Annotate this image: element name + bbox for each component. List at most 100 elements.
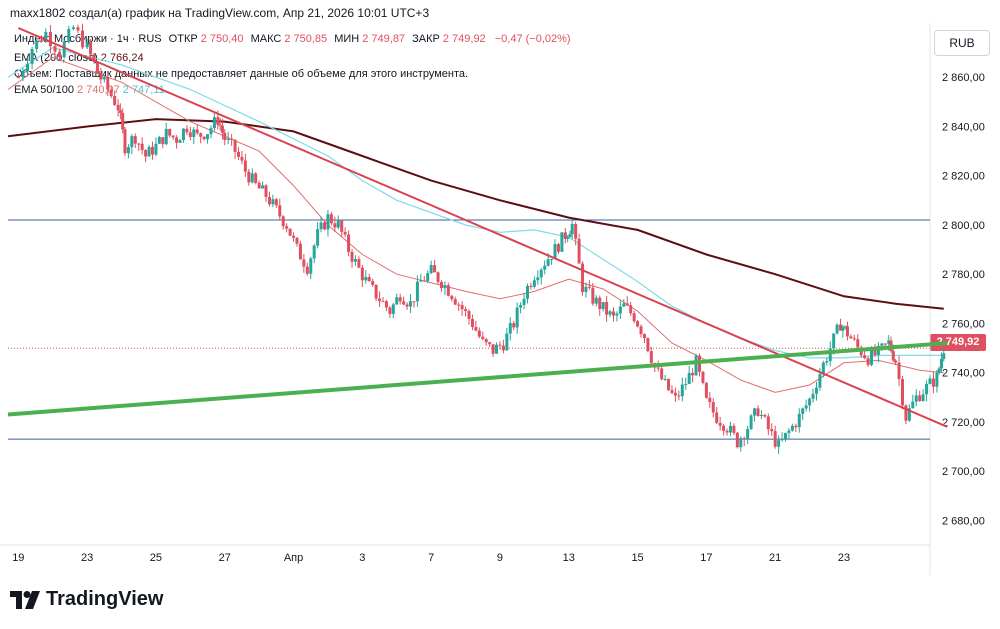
candle-body xyxy=(553,244,557,260)
y-tick-label: 2 720,00 xyxy=(942,417,985,429)
legend-ema200-row[interactable]: EMA (200, close) 2 766,24 xyxy=(14,52,144,64)
candle-body xyxy=(660,368,664,380)
candle-body xyxy=(89,42,93,55)
candle-body xyxy=(722,425,726,431)
candle-body xyxy=(753,408,757,416)
candle-body xyxy=(601,302,605,310)
x-tick-label: 19 xyxy=(12,552,24,564)
candle-body xyxy=(856,339,860,348)
candle-body xyxy=(777,440,781,447)
candle-body xyxy=(457,304,461,306)
candle-body xyxy=(522,298,526,306)
candle-body xyxy=(192,129,196,138)
x-tick-label: 27 xyxy=(219,552,231,564)
candle-body xyxy=(240,156,244,161)
candle-body xyxy=(863,355,867,359)
legend-close-label: ЗАКР xyxy=(412,33,440,45)
candle-body xyxy=(144,150,148,157)
candle-body xyxy=(353,259,357,262)
candle-body xyxy=(931,378,935,387)
candle-body xyxy=(808,398,812,406)
candle-body xyxy=(498,344,502,346)
legend-ema50-label: EMA 50/100 xyxy=(14,84,74,96)
candle-body xyxy=(243,160,247,172)
candle-body xyxy=(832,333,836,349)
candle-body xyxy=(106,77,110,90)
currency-button[interactable]: RUB xyxy=(934,30,990,56)
tradingview-logo[interactable]: TradingView xyxy=(10,588,163,611)
candle-body xyxy=(925,383,929,395)
candle-body xyxy=(715,412,719,423)
candle-body xyxy=(316,229,320,246)
candle-body xyxy=(942,353,946,359)
candle-body xyxy=(123,129,127,154)
candle-body xyxy=(381,301,385,303)
candle-body xyxy=(907,408,911,421)
candle-body xyxy=(374,284,378,299)
candle-body xyxy=(587,286,591,288)
candle-body xyxy=(35,40,39,50)
candle-body xyxy=(395,297,399,305)
candle-body xyxy=(632,313,636,322)
candle-body xyxy=(677,395,681,397)
candle-body xyxy=(939,358,943,369)
candle-body xyxy=(591,287,595,304)
candle-body xyxy=(218,124,222,126)
candle-body xyxy=(891,351,895,361)
candle-body xyxy=(220,125,224,133)
candle-body xyxy=(391,304,395,314)
candle-body xyxy=(295,237,299,244)
candle-body xyxy=(426,273,430,282)
y-tick-label: 2 860,00 xyxy=(942,72,985,84)
candle-body xyxy=(181,128,185,141)
candle-body xyxy=(870,349,874,365)
candle-body xyxy=(62,41,66,58)
candle-body xyxy=(556,244,560,252)
candle-body xyxy=(790,425,794,431)
candle-body xyxy=(233,139,237,152)
candle-body xyxy=(76,27,80,31)
candle-body xyxy=(292,235,296,238)
candle-body xyxy=(109,89,113,97)
candle-body xyxy=(739,438,743,448)
candle-body xyxy=(446,285,450,296)
legend-ema200-label: EMA (200, close) xyxy=(14,52,98,64)
candle-body xyxy=(118,110,122,113)
candle-body xyxy=(636,321,640,327)
candle-body xyxy=(694,355,698,376)
y-tick-label: 2 840,00 xyxy=(942,121,985,133)
candle-body xyxy=(102,77,106,80)
candle-body xyxy=(157,137,161,144)
candle-body xyxy=(113,96,117,105)
candle-body xyxy=(481,336,485,339)
x-tick-label: 13 xyxy=(563,552,575,564)
candle-body xyxy=(247,171,251,183)
candle-body xyxy=(615,313,619,316)
trendline-downtrend xyxy=(17,27,948,428)
candle-body xyxy=(278,205,282,217)
candle-body xyxy=(667,378,671,391)
candle-body xyxy=(491,344,495,354)
candle-body xyxy=(340,220,344,232)
candle-body xyxy=(367,277,371,282)
candle-body xyxy=(646,338,650,352)
candle-body xyxy=(48,32,52,47)
candle-body xyxy=(852,338,856,340)
legend-high-label: МАКС xyxy=(250,33,282,45)
candle-body xyxy=(405,304,409,307)
candle-body xyxy=(749,415,753,429)
y-tick-label: 2 680,00 xyxy=(942,515,985,527)
tradingview-logo-icon xyxy=(10,590,40,609)
candle-body xyxy=(188,132,192,138)
candle-body xyxy=(433,265,437,273)
candle-body xyxy=(921,394,925,401)
candle-body xyxy=(581,263,585,292)
candle-body xyxy=(274,199,278,206)
candle-body xyxy=(16,77,20,79)
candle-body xyxy=(625,303,629,306)
candle-body xyxy=(756,408,760,416)
x-tick-label: Апр xyxy=(284,552,303,564)
candle-body xyxy=(254,173,258,183)
candle-body xyxy=(570,224,574,235)
